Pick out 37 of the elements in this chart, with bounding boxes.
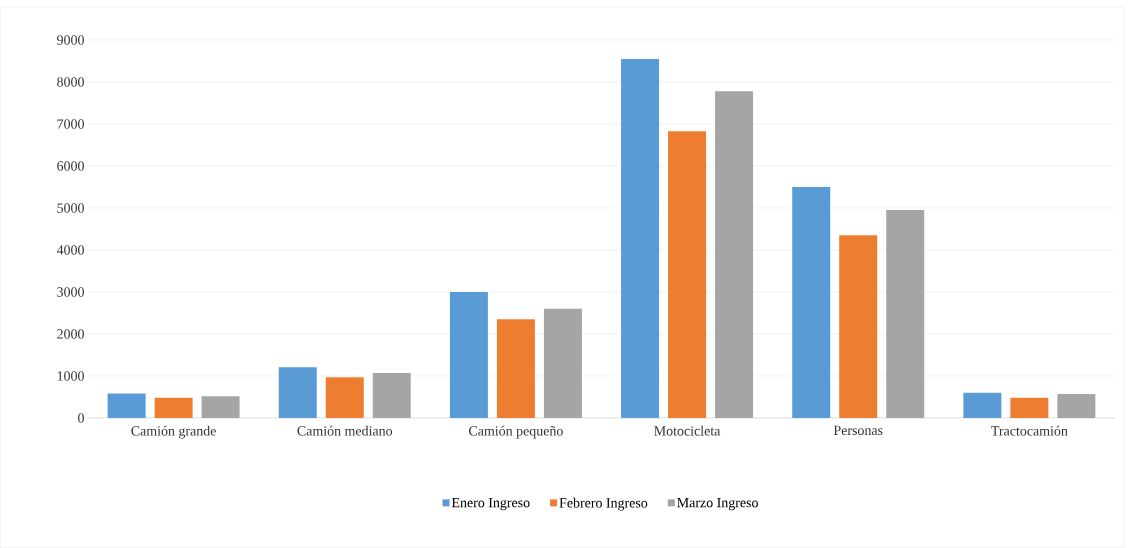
x-tick-label: Tractocamión	[991, 425, 1068, 436]
y-tick-label: 2000	[57, 329, 84, 339]
y-tick-label: 1000	[57, 371, 84, 381]
legend-label: Marzo Ingreso	[677, 498, 758, 511]
bar	[201, 396, 240, 418]
x-tick-label: Personas	[833, 425, 883, 436]
bar	[278, 367, 317, 418]
legend-label: Febrero Ingreso	[559, 497, 648, 511]
bar	[107, 393, 146, 418]
y-tick-label: 7000	[57, 119, 84, 129]
x-tick-label: Camión pequeño	[469, 425, 563, 439]
bar	[372, 373, 411, 418]
bar	[496, 319, 535, 418]
bar	[1057, 394, 1096, 418]
x-tick-label: Camión grande	[131, 425, 216, 439]
bar	[1010, 397, 1049, 418]
bar	[325, 377, 364, 418]
x-tick-label: Motocicleta	[654, 425, 721, 436]
bar	[621, 58, 660, 418]
bar	[543, 308, 582, 418]
y-tick-label: 5000	[57, 203, 84, 213]
bar	[154, 397, 193, 418]
bar	[839, 235, 878, 418]
bar	[715, 91, 754, 418]
y-tick-label: 8000	[57, 77, 84, 87]
bar	[668, 131, 707, 418]
x-tick-label: Camión mediano	[297, 425, 393, 436]
y-tick-label: 6000	[57, 161, 84, 171]
y-tick-label: 3000	[57, 287, 84, 297]
bar	[792, 186, 831, 418]
y-tick-label: 9000	[57, 35, 84, 45]
y-tick-label: 0	[78, 413, 84, 423]
bar	[449, 291, 488, 418]
bar	[886, 210, 925, 418]
bar	[963, 392, 1002, 418]
y-tick-label: 4000	[56, 245, 84, 255]
legend-label: Enero Ingreso	[451, 498, 530, 511]
